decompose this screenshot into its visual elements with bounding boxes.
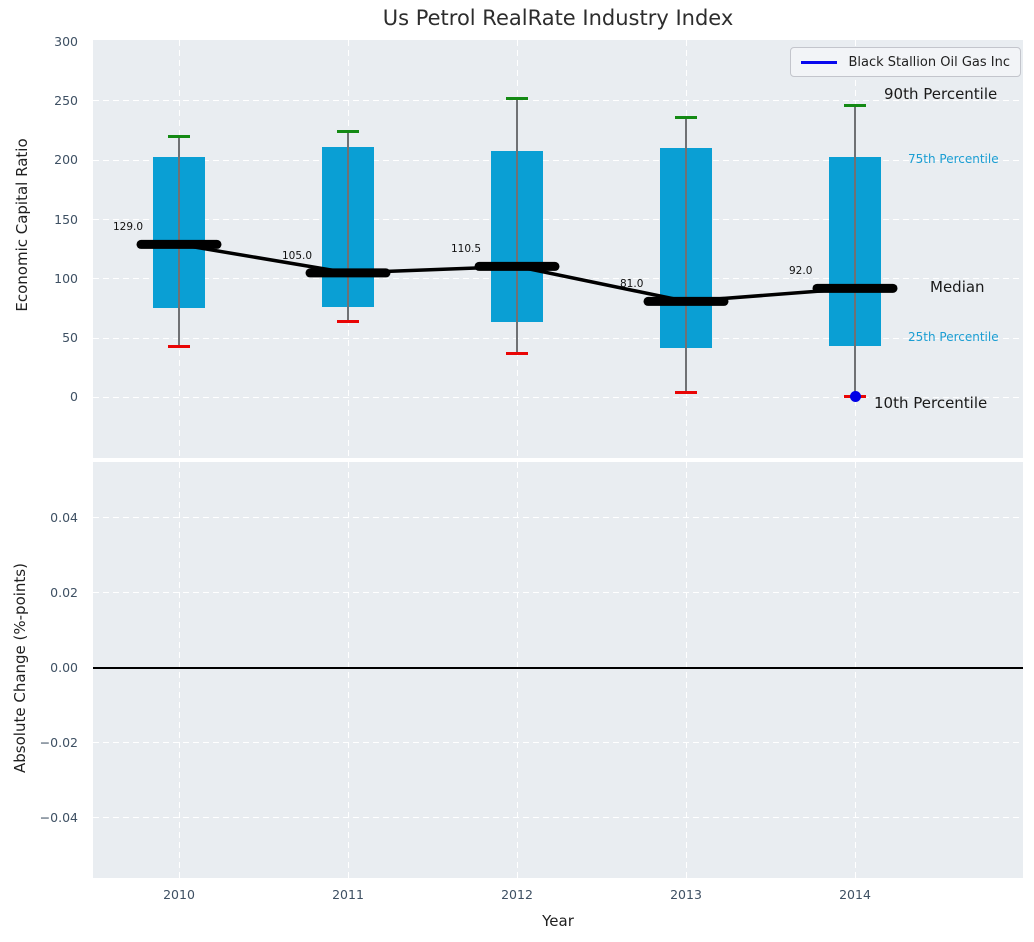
- gridline-horizontal: [93, 159, 1023, 161]
- gridline-horizontal: [93, 592, 1023, 594]
- gridline-horizontal: [93, 278, 1023, 280]
- x-tick-label: 2010: [163, 887, 195, 902]
- whisker-cap-10th: [337, 320, 359, 324]
- x-tick-label: 2014: [839, 887, 871, 902]
- zero-reference-line: [93, 667, 1023, 669]
- whisker-cap-90th: [168, 134, 190, 138]
- y-tick-label: 0.04: [50, 509, 78, 525]
- whisker-cap-10th: [168, 344, 190, 348]
- company-data-point: [849, 390, 861, 402]
- annotation-median: Median: [930, 277, 985, 296]
- y-tick-label: 0.02: [50, 584, 78, 600]
- y-tick-label: 300: [54, 33, 78, 49]
- median-value-label: 129.0: [113, 221, 144, 234]
- y-tick-label: 0.00: [50, 659, 78, 675]
- whisker-cap-10th: [506, 352, 528, 356]
- y-tick-label: 250: [54, 92, 78, 108]
- annotation-p90: 90th Percentile: [884, 84, 998, 103]
- x-axis-label: Year: [542, 912, 574, 930]
- annotation-p75: 75th Percentile: [908, 151, 999, 166]
- x-tick-label: 2013: [670, 887, 702, 902]
- annotation-p10: 10th Percentile: [874, 393, 988, 412]
- median-value-label: 92.0: [789, 265, 813, 278]
- gridline-vertical: [685, 462, 687, 878]
- whisker-cap-90th: [675, 115, 697, 119]
- y-tick-label: −0.04: [39, 809, 78, 825]
- boxplot-whisker-line: [516, 98, 518, 354]
- legend: Black Stallion Oil Gas Inc: [790, 47, 1021, 77]
- x-tick-label: 2012: [501, 887, 533, 902]
- median-value-label: 81.0: [620, 278, 644, 291]
- median-value-label: 110.5: [451, 243, 482, 256]
- whisker-cap-90th: [506, 96, 528, 100]
- gridline-horizontal: [93, 396, 1023, 398]
- gridline-horizontal: [93, 742, 1023, 744]
- gridline-vertical: [347, 462, 349, 878]
- chart-title: Us Petrol RealRate Industry Index: [382, 6, 734, 30]
- y-tick-label: 200: [54, 152, 78, 168]
- y-tick-label: 0: [70, 389, 78, 405]
- whisker-cap-90th: [844, 104, 866, 108]
- gridline-horizontal: [93, 517, 1023, 519]
- gridline-horizontal: [93, 100, 1023, 102]
- y-tick-label: −0.02: [39, 734, 78, 750]
- gridline-vertical: [516, 462, 518, 878]
- y-tick-label: 150: [54, 211, 78, 227]
- bottom-panel: [93, 462, 1023, 878]
- y-tick-label: 50: [62, 330, 78, 346]
- boxplot-whisker-line: [685, 117, 687, 393]
- boxplot-whisker-line: [347, 131, 349, 322]
- legend-label: Black Stallion Oil Gas Inc: [848, 54, 1010, 70]
- x-tick-label: 2011: [332, 887, 364, 902]
- median-value-label: 105.0: [282, 249, 313, 262]
- gridline-horizontal: [93, 219, 1023, 221]
- gridline-horizontal: [93, 337, 1023, 339]
- legend-line-sample: [801, 60, 838, 64]
- boxplot-whisker-line: [178, 136, 180, 347]
- gridline-vertical: [178, 462, 180, 878]
- annotation-p25: 25th Percentile: [908, 329, 999, 344]
- y-tick-label: 100: [54, 270, 78, 286]
- whisker-cap-10th: [675, 391, 697, 395]
- gridline-horizontal: [93, 817, 1023, 819]
- gridline-vertical: [854, 462, 856, 878]
- whisker-cap-90th: [337, 130, 359, 134]
- boxplot-whisker-line: [854, 105, 856, 397]
